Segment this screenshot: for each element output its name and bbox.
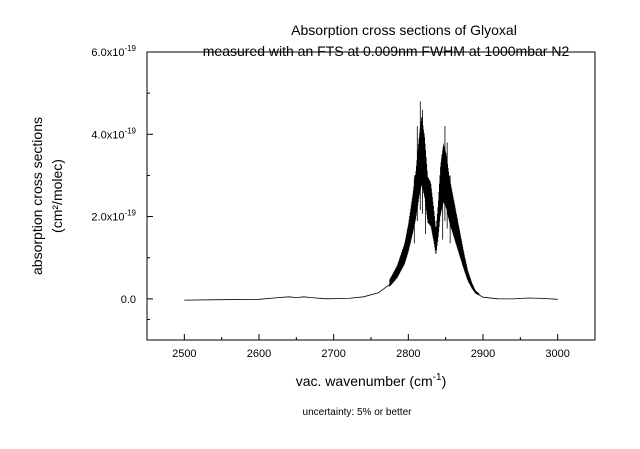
y-tick-label: 4.0x10-19 — [91, 126, 136, 141]
series-layer — [184, 101, 558, 301]
y-tick-label: 0.0 — [121, 294, 136, 306]
x-axis-label: vac. wavenumber (cm-1) — [296, 372, 447, 389]
spectrum-fine-structure — [389, 117, 480, 296]
chart-title-line-2: measured with an FTS at 0.009nm FWHM at … — [203, 43, 570, 59]
y-tick-label: 6.0x10-19 — [91, 44, 136, 59]
plot-frame — [146, 51, 596, 341]
x-tick-label: 2900 — [471, 348, 495, 360]
spectrum-line — [184, 163, 558, 301]
y-axis-label: absorption cross sections (cm²/molec) — [29, 117, 65, 275]
footnote: uncertainty: 5% or better — [303, 407, 413, 418]
x-axis: 2500 2600 2700 2800 2900 3000 — [146, 334, 596, 360]
y-axis-label-line-1: absorption cross sections — [29, 117, 45, 275]
x-tick-label: 2600 — [247, 348, 271, 360]
y-tick-label: 2.0x10-19 — [91, 209, 136, 224]
x-tick-label: 2700 — [321, 348, 345, 360]
x-tick-label: 2500 — [172, 348, 196, 360]
y-axis: 0.0 2.0x10-19 4.0x10-19 6.0x10-19 — [91, 44, 153, 320]
x-tick-label: 3000 — [545, 348, 569, 360]
chart-title: Absorption cross sections of Glyoxal mea… — [203, 22, 570, 59]
y-axis-label-line-2: (cm²/molec) — [49, 159, 65, 233]
chart-title-line-1: Absorption cross sections of Glyoxal — [291, 22, 517, 38]
x-tick-label: 2800 — [396, 348, 420, 360]
